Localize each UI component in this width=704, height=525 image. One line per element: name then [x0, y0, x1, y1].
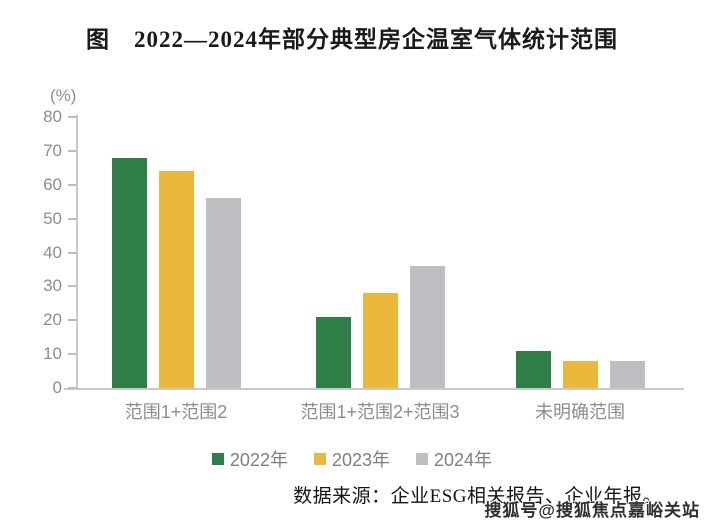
- legend-item-2024年: 2024年: [416, 446, 492, 472]
- y-tick-mark: [68, 285, 77, 288]
- x-category-label: 范围1+范围2+范围3: [300, 402, 460, 422]
- y-tick-label: 50: [43, 208, 62, 228]
- chart-title: 图 2022—2024年部分典型房企温室气体统计范围: [86, 27, 618, 52]
- bar-2024年-范围1+范围2: [205, 198, 241, 388]
- y-tick-label: 60: [43, 174, 62, 194]
- legend-swatch: [211, 453, 224, 465]
- y-tick-mark: [68, 116, 77, 118]
- y-tick-label: 20: [43, 310, 62, 330]
- y-tick-label: 80: [43, 107, 62, 126]
- y-tick-label: 40: [43, 242, 62, 262]
- legend-item-2023年: 2023年: [313, 446, 391, 472]
- legend-label: 2024年: [434, 450, 493, 470]
- y-tick-label: 10: [43, 344, 62, 364]
- bar-2022年-范围1+范围2+范围3: [315, 316, 351, 388]
- bar-2022年-未明确范围: [515, 350, 551, 388]
- y-tick-label: 30: [43, 276, 62, 296]
- y-tick-label: 70: [43, 140, 62, 160]
- y-tick-mark: [68, 387, 77, 389]
- legend-label: 2023年: [331, 450, 391, 470]
- legend-label: 2022年: [229, 450, 288, 470]
- x-category-label: 范围1+范围2: [124, 402, 228, 422]
- source-note: 数据来源：企业ESG相关报告、企业年报。: [293, 486, 662, 507]
- legend-item-2022年: 2022年: [211, 446, 288, 472]
- y-tick-mark: [68, 183, 77, 186]
- y-tick-mark: [68, 149, 77, 152]
- y-tick-mark: [68, 217, 77, 220]
- y-axis-unit-label: (%): [50, 86, 77, 105]
- legend-swatch: [313, 453, 326, 465]
- y-tick-mark: [68, 319, 77, 322]
- y-tick-mark: [68, 251, 77, 254]
- bar-2024年-范围1+范围2+范围3: [409, 266, 445, 388]
- legend: 2022年 2023年 2024年: [0, 446, 704, 472]
- bar-2023年-未明确范围: [562, 360, 598, 388]
- x-axis-line: [64, 388, 684, 390]
- bar-2024年-未明确范围: [609, 360, 645, 388]
- bar-2023年-范围1+范围2: [158, 171, 194, 388]
- bar-2023年-范围1+范围2+范围3: [362, 293, 398, 388]
- watermark: 搜狐号@搜狐焦点嘉峪关站: [484, 501, 700, 520]
- y-axis-line: [76, 115, 78, 389]
- y-tick-mark: [68, 353, 77, 356]
- bar-2022年-范围1+范围2: [111, 157, 147, 388]
- legend-swatch: [416, 453, 429, 465]
- y-tick-label: 0: [52, 378, 62, 397]
- x-category-label: 未明确范围: [535, 402, 625, 422]
